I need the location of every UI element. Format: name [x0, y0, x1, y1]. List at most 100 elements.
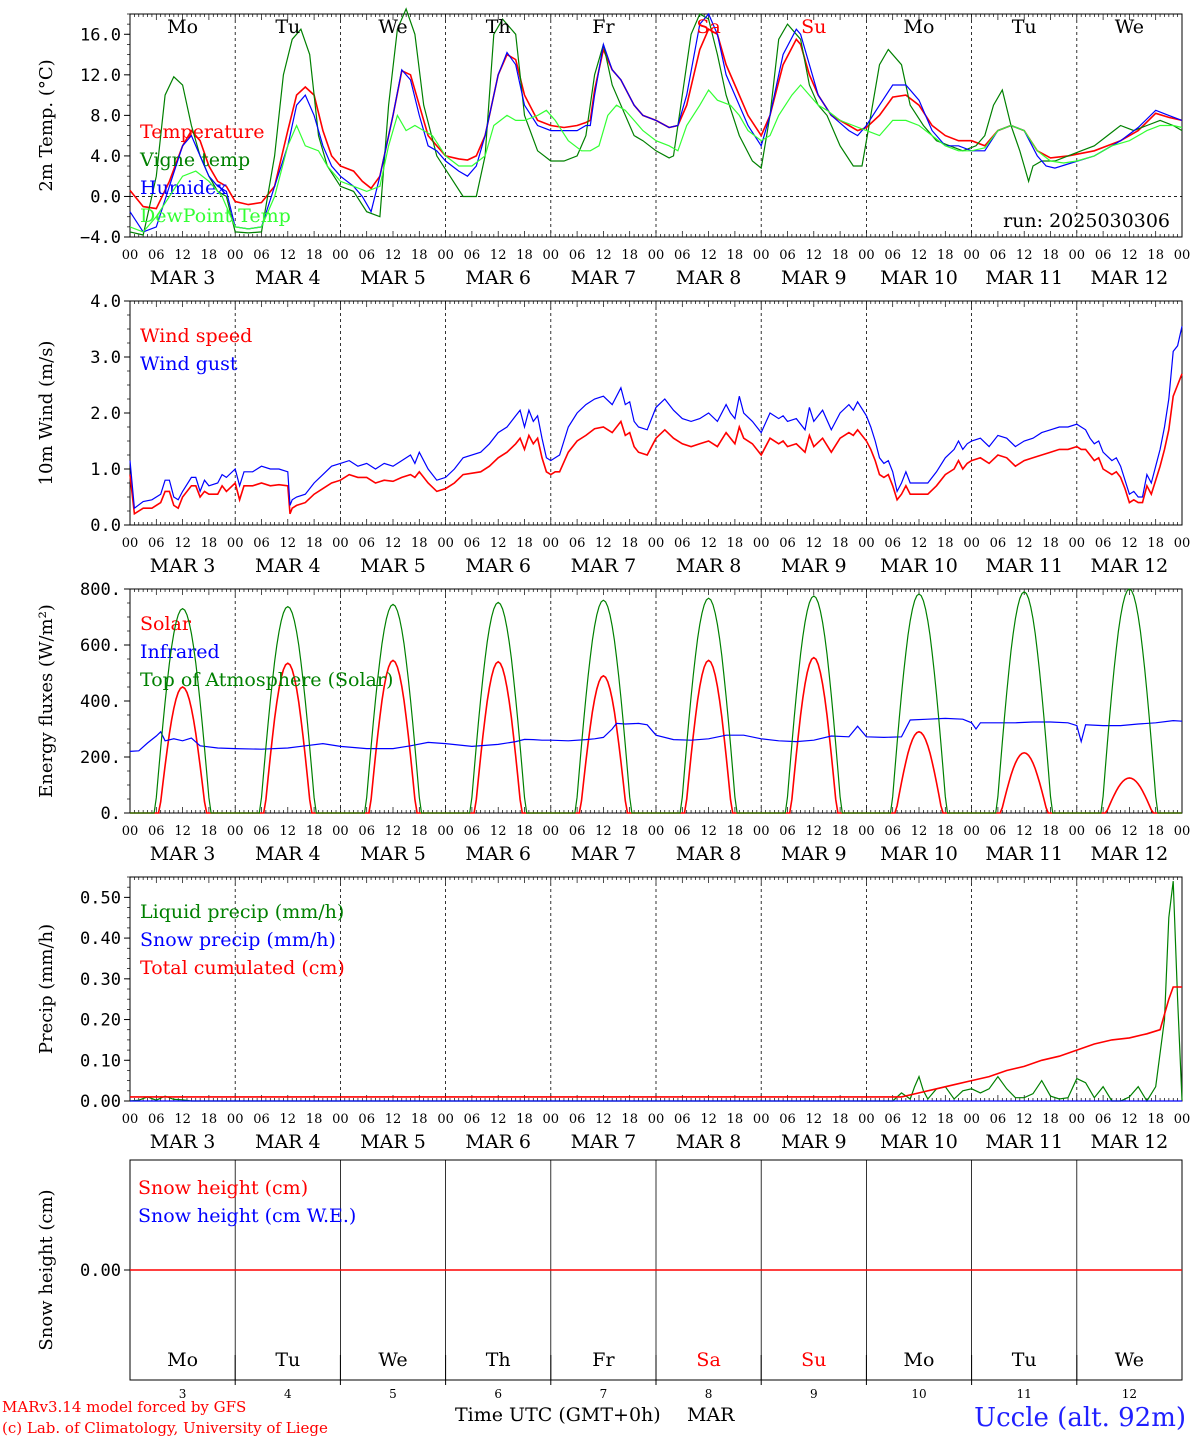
hour-tick-label: 12 — [595, 536, 612, 551]
hour-tick-label: 06 — [148, 1112, 165, 1127]
hour-tick-label: 12 — [700, 824, 717, 839]
hour-tick-label: 06 — [464, 1112, 481, 1127]
hour-tick-label: 12 — [700, 248, 717, 263]
weekday-label: We — [1115, 16, 1144, 38]
hour-tick-label: 00 — [858, 824, 875, 839]
hour-tick-label: 00 — [1174, 536, 1191, 551]
date-label: MAR 11 — [985, 1131, 1063, 1153]
hour-tick-label: 12 — [911, 248, 928, 263]
date-label: MAR 10 — [880, 267, 958, 289]
hour-tick-label: 18 — [516, 536, 533, 551]
date-label: MAR 3 — [150, 267, 216, 289]
hour-tick-label: 00 — [1069, 824, 1086, 839]
day-number-label: 3 — [179, 1387, 187, 1401]
hour-tick-label: 00 — [543, 1112, 560, 1127]
y-tick-label: 200. — [80, 748, 121, 768]
hour-tick-label: 06 — [779, 536, 796, 551]
y-tick-label: 400. — [80, 692, 121, 712]
weekday-label: We — [378, 16, 407, 38]
hour-tick-label: 12 — [595, 248, 612, 263]
y-tick-label: 4.0 — [90, 292, 121, 312]
hour-tick-label: 12 — [1121, 1112, 1138, 1127]
hour-tick-label: 00 — [1174, 248, 1191, 263]
date-label: MAR 5 — [360, 267, 426, 289]
hour-tick-label: 06 — [358, 1112, 375, 1127]
y-tick-label: 800. — [80, 580, 121, 600]
hour-tick-label: 00 — [437, 1112, 454, 1127]
hour-tick-label: 00 — [963, 824, 980, 839]
hour-tick-label: 18 — [937, 1112, 954, 1127]
hour-tick-label: 00 — [753, 248, 770, 263]
hour-tick-label: 18 — [411, 248, 428, 263]
hour-tick-label: 06 — [358, 536, 375, 551]
hour-tick-label: 00 — [543, 536, 560, 551]
hour-tick-label: 06 — [569, 824, 586, 839]
hour-tick-label: 12 — [806, 1112, 823, 1127]
panel-frame-energy — [129, 588, 1183, 814]
hour-tick-label: 06 — [779, 824, 796, 839]
hour-tick-label: 18 — [306, 536, 323, 551]
hour-tick-label: 12 — [385, 248, 402, 263]
hour-tick-label: 06 — [1095, 824, 1112, 839]
hour-tick-label: 18 — [937, 248, 954, 263]
weekday-label: Tu — [1012, 1349, 1037, 1371]
hour-tick-label: 00 — [332, 536, 349, 551]
model-credit: MARv3.14 model forced by GFS — [2, 1398, 247, 1416]
date-label: MAR 11 — [985, 555, 1063, 577]
weekday-label: Mo — [904, 1349, 935, 1371]
hour-tick-label: 00 — [543, 824, 560, 839]
hour-tick-label: 06 — [464, 824, 481, 839]
hour-tick-label: 12 — [280, 824, 297, 839]
date-label: MAR 9 — [781, 555, 847, 577]
hour-tick-label: 06 — [884, 536, 901, 551]
weekday-label: Sa — [696, 1349, 720, 1371]
hour-tick-label: 06 — [884, 248, 901, 263]
run-label: run: 2025030306 — [1003, 210, 1170, 232]
hour-tick-label: 06 — [1095, 1112, 1112, 1127]
date-label: MAR 8 — [676, 843, 742, 865]
hour-tick-label: 06 — [779, 248, 796, 263]
y-tick-label: −4.0 — [80, 228, 121, 248]
hour-tick-label: 12 — [490, 824, 507, 839]
y-tick-label: 0.30 — [80, 970, 121, 990]
hour-tick-label: 12 — [1016, 1112, 1033, 1127]
date-label: MAR 10 — [880, 843, 958, 865]
weekday-label: Th — [486, 16, 511, 38]
hour-tick-label: 18 — [727, 536, 744, 551]
hour-tick-label: 18 — [1147, 824, 1164, 839]
hour-tick-label: 12 — [280, 536, 297, 551]
day-number-label: 7 — [600, 1387, 608, 1401]
day-number-label: 4 — [284, 1387, 292, 1401]
hour-tick-label: 18 — [411, 536, 428, 551]
hour-tick-label: 12 — [1016, 824, 1033, 839]
hour-tick-label: 18 — [306, 824, 323, 839]
legend-entry: Top of Atmosphere (Solar) — [140, 669, 393, 691]
weekday-label: Fr — [592, 16, 615, 38]
hour-tick-label: 18 — [411, 1112, 428, 1127]
hour-tick-label: 00 — [227, 824, 244, 839]
hour-tick-label: 00 — [122, 248, 139, 263]
y-axis-label: Energy fluxes (W/m²) — [36, 604, 57, 798]
day-number-label: 12 — [1122, 1387, 1137, 1401]
hour-tick-label: 06 — [358, 248, 375, 263]
legend-entry: Infrared — [140, 641, 220, 663]
hour-tick-label: 18 — [1042, 536, 1059, 551]
month-label: MAR — [687, 1404, 735, 1426]
hour-tick-label: 06 — [990, 248, 1007, 263]
hour-tick-label: 06 — [148, 536, 165, 551]
y-tick-label: 3.0 — [90, 348, 121, 368]
weekday-label: We — [378, 1349, 407, 1371]
y-tick-label: 600. — [80, 636, 121, 656]
y-tick-label: 1.0 — [90, 460, 121, 480]
hour-tick-label: 00 — [227, 248, 244, 263]
legend-entry: Wind gust — [140, 353, 238, 375]
date-label: MAR 5 — [360, 1131, 426, 1153]
hour-tick-label: 18 — [832, 824, 849, 839]
hour-tick-label: 06 — [1095, 536, 1112, 551]
date-label: MAR 8 — [676, 267, 742, 289]
date-label: MAR 8 — [676, 1131, 742, 1153]
hour-tick-label: 00 — [753, 1112, 770, 1127]
legend-entry: Vigne temp — [139, 149, 250, 171]
hour-tick-label: 06 — [148, 824, 165, 839]
hour-tick-label: 00 — [1069, 1112, 1086, 1127]
